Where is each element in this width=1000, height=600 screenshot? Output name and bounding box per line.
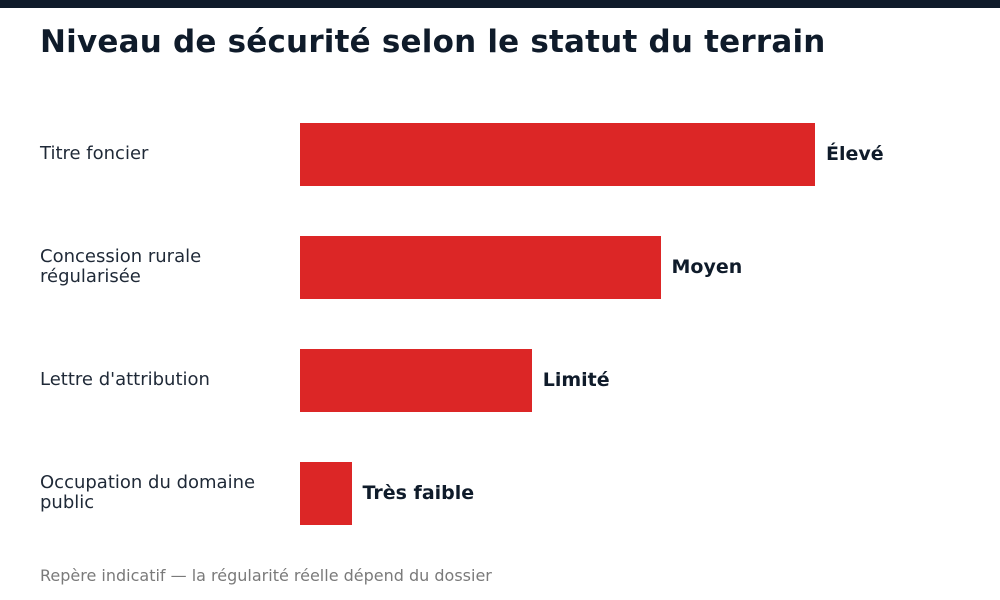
data-label: Élevé (826, 143, 884, 165)
chart-footnote: Repère indicatif — la régularité réelle … (40, 566, 492, 585)
data-label: Moyen (671, 256, 743, 278)
top-accent-bar (0, 0, 1000, 8)
data-label: Limité (542, 369, 610, 391)
bar (300, 461, 352, 525)
category-label: Titre foncier (40, 143, 149, 164)
chart-title: Niveau de sécurité selon le statut du te… (40, 24, 826, 60)
bar (300, 235, 661, 299)
data-label: Très faible (362, 482, 475, 504)
bar (300, 348, 532, 412)
category-label: Concession rurale régularisée (40, 246, 202, 287)
category-label: Lettre d'attribution (40, 369, 210, 390)
category-label: Occupation du domaine public (40, 472, 256, 513)
bar (300, 122, 815, 186)
